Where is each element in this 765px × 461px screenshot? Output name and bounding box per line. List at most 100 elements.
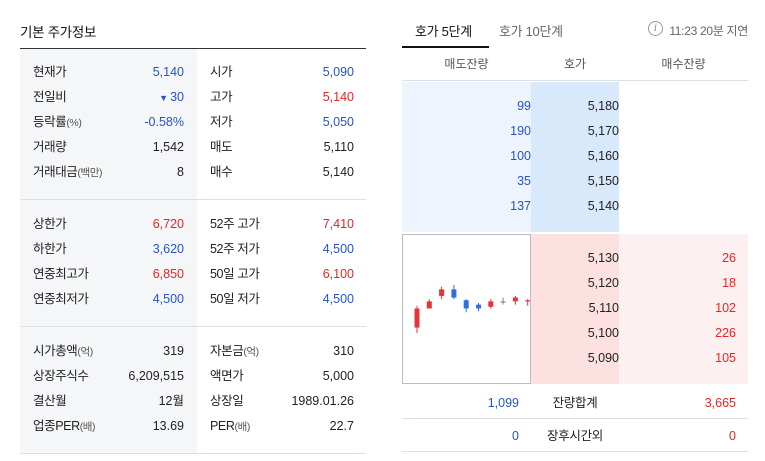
upper-limit-value: 6,720 (152, 217, 184, 231)
down-triangle-icon: ▼ (159, 93, 169, 103)
candle-body (463, 300, 469, 309)
row-label: 50일 고가 (210, 267, 260, 281)
row-label: 상장주식수 (33, 369, 89, 383)
candle-body (500, 301, 506, 303)
lower-limit-value: 3,620 (152, 242, 184, 256)
tab-5-levels[interactable]: 호가 5단계 (415, 24, 472, 39)
ask-value: 5,110 (323, 140, 354, 154)
ask-price: 5,160 (587, 149, 619, 163)
row-label: 등락률 (33, 115, 67, 129)
low-price-value: 5,050 (322, 115, 354, 129)
ask-volume: 100 (510, 149, 531, 163)
bid-price: 5,090 (587, 351, 619, 365)
row-label: 연중최저가 (33, 292, 89, 306)
bid-row[interactable]: 5,120 18 (402, 271, 748, 296)
week52-low-value: 4,500 (322, 242, 354, 256)
info-icon[interactable]: i (648, 21, 663, 36)
fiscal-month-value: 12월 (158, 394, 184, 408)
ask-row[interactable]: 99 5,180 (402, 94, 748, 119)
company-group (20, 327, 366, 454)
after-hours-row: 0 장후시간외 0 (402, 420, 748, 452)
listed-shares-value: 6,209,515 (128, 369, 184, 383)
bid-row[interactable]: 5,090 105 (402, 346, 748, 371)
bid-volume: 18 (722, 276, 736, 290)
mini-candle-chart (402, 234, 531, 384)
per-value: 22.7 (329, 419, 354, 433)
tab-10-levels[interactable]: 호가 10단계 (499, 24, 563, 39)
delay-time-text: 11:23 20분 지연 (669, 24, 748, 38)
orderbook-tabs: 호가 5단계 호가 10단계 i 11:23 20분 지연 (402, 0, 748, 48)
label-column-bg (20, 327, 197, 454)
row-label: 시가총액 (33, 344, 78, 358)
capital-value: 310 (333, 344, 354, 358)
row-label: 액면가 (210, 369, 244, 383)
bid-row[interactable]: 5,100 226 (402, 321, 748, 346)
change-rate-value: -0.58% (144, 115, 184, 129)
candle-body (512, 297, 518, 302)
after-hours-bid: 0 (729, 429, 736, 443)
price-header: 호가 (531, 49, 619, 81)
price-group (20, 49, 366, 200)
row-label: 상장일 (210, 394, 244, 408)
row-label-unit: (배) (79, 421, 96, 433)
bid-volume: 102 (715, 301, 736, 315)
ask-row[interactable]: 35 5,150 (402, 169, 748, 194)
info-row: 등락률(%) -0.58% 저가 5,050 (20, 110, 366, 135)
total-bid-volume: 3,665 (704, 396, 736, 410)
market-cap-value: 319 (163, 344, 184, 358)
year-high-value: 6,850 (152, 267, 184, 281)
row-label-unit: (억) (77, 346, 93, 358)
row-label: 결산월 (33, 394, 67, 408)
candle-body (488, 301, 494, 307)
bid-row[interactable]: 5,130 26 (402, 246, 748, 271)
info-row: 현재가 5,140 시가 5,090 (20, 60, 366, 85)
label-column-bg (20, 200, 197, 327)
row-label-unit: (%) (66, 117, 82, 129)
candle-body (525, 300, 531, 302)
row-label: 전일비 (33, 90, 67, 104)
row-label: 매수 (210, 165, 233, 179)
ask-row[interactable]: 190 5,170 (402, 119, 748, 144)
candle-body (451, 289, 457, 298)
info-row: 시가총액(억) 319 자본금(억) 310 (20, 339, 366, 364)
open-price-value: 5,090 (322, 65, 354, 79)
row-label: 하한가 (33, 242, 67, 256)
header-label: 매수잔량 (661, 57, 706, 71)
ask-volume-area (402, 82, 531, 232)
row-label: 50일 저가 (210, 292, 260, 306)
group-divider (20, 453, 366, 454)
bid-price: 5,100 (587, 326, 619, 340)
change-value: 30 (170, 90, 184, 104)
bid-row[interactable]: 5,110 102 (402, 296, 748, 321)
row-label: 거래량 (33, 140, 67, 154)
week52-high-value: 7,410 (322, 217, 354, 231)
header-divider (20, 48, 366, 49)
row-label: 현재가 (33, 65, 67, 79)
day50-high-value: 6,100 (322, 267, 354, 281)
info-row: 결산월 12월 상장일 1989.01.26 (20, 389, 366, 414)
bid-volume: 105 (715, 351, 736, 365)
info-row: 거래대금(백만) 8 매수 5,140 (20, 160, 366, 185)
after-hours-ask: 0 (512, 429, 519, 443)
row-label: PER (210, 419, 235, 433)
row-label: 시가 (210, 65, 233, 79)
industry-per-value: 13.69 (152, 419, 184, 433)
bid-volume: 226 (715, 326, 736, 340)
info-row: 업종PER(배) 13.69 PER(배) 22.7 (20, 414, 366, 439)
ask-row[interactable]: 137 5,140 (402, 194, 748, 219)
header-label: 매도잔량 (444, 57, 489, 71)
header-label: 호가 (563, 57, 587, 71)
ask-row[interactable]: 100 5,160 (402, 144, 748, 169)
bid-price: 5,120 (587, 276, 619, 290)
row-label: 자본금 (210, 344, 244, 358)
bid-volume-header: 매수잔량 (619, 49, 748, 81)
info-row: 전일비 ▼ 30 고가 5,140 (20, 85, 366, 110)
ask-price: 5,170 (587, 124, 619, 138)
row-label: 52주 저가 (210, 242, 260, 256)
group-divider (20, 326, 366, 327)
candle-body (414, 308, 420, 328)
info-row: 거래량 1,542 매도 5,110 (20, 135, 366, 160)
info-row: 연중최고가 6,850 50일 고가 6,100 (20, 262, 366, 287)
row-label-unit: (배) (234, 421, 251, 433)
info-row: 하한가 3,620 52주 저가 4,500 (20, 237, 366, 262)
